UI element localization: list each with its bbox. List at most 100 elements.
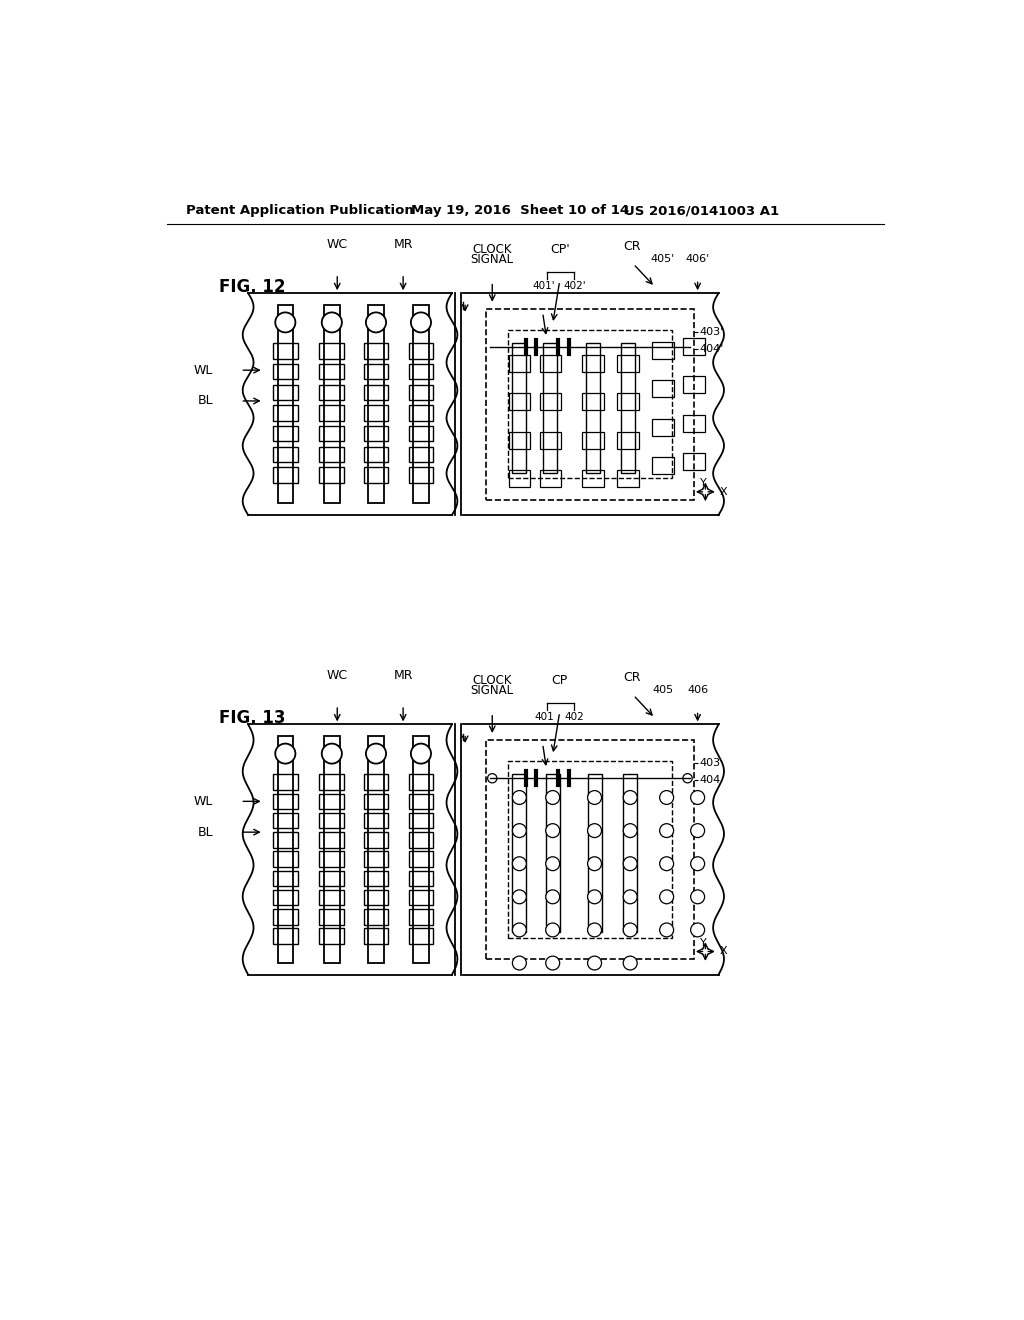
Bar xyxy=(364,343,388,359)
Text: X: X xyxy=(719,946,727,957)
Text: 406: 406 xyxy=(687,685,709,696)
Circle shape xyxy=(546,890,560,904)
Bar xyxy=(319,909,344,924)
Bar xyxy=(409,871,433,886)
Bar xyxy=(364,467,388,483)
Bar xyxy=(369,305,384,503)
Bar xyxy=(319,405,344,421)
Bar xyxy=(273,909,298,924)
Bar xyxy=(324,305,340,503)
Bar xyxy=(278,305,293,503)
Text: 405: 405 xyxy=(652,685,674,696)
Bar xyxy=(273,446,298,462)
Bar xyxy=(617,393,639,411)
Bar xyxy=(621,343,635,473)
Circle shape xyxy=(588,956,601,970)
Bar xyxy=(364,793,388,809)
Circle shape xyxy=(690,857,705,871)
Bar xyxy=(273,775,298,789)
Bar xyxy=(319,426,344,441)
Circle shape xyxy=(366,743,386,763)
Bar xyxy=(509,355,530,372)
Text: SIGNAL: SIGNAL xyxy=(471,684,514,697)
Bar xyxy=(273,793,298,809)
Text: CR: CR xyxy=(623,672,640,684)
Circle shape xyxy=(690,791,705,804)
Bar xyxy=(486,739,693,960)
Bar xyxy=(319,775,344,789)
Bar xyxy=(409,890,433,906)
Bar xyxy=(508,762,672,937)
Bar xyxy=(617,470,639,487)
Bar xyxy=(319,364,344,379)
Bar xyxy=(409,343,433,359)
Bar xyxy=(409,405,433,421)
Text: 403': 403' xyxy=(699,326,723,337)
Bar xyxy=(273,890,298,906)
Circle shape xyxy=(659,857,674,871)
Bar xyxy=(409,775,433,789)
Bar xyxy=(364,813,388,829)
Circle shape xyxy=(659,923,674,937)
Circle shape xyxy=(322,313,342,333)
Text: 406': 406' xyxy=(685,253,710,264)
Bar xyxy=(364,405,388,421)
Text: WC: WC xyxy=(327,238,348,251)
Text: 401': 401' xyxy=(532,281,555,290)
Text: Y: Y xyxy=(700,937,708,948)
Bar xyxy=(586,343,600,473)
Bar xyxy=(544,343,557,473)
Circle shape xyxy=(512,956,526,970)
Text: 402': 402' xyxy=(563,281,586,290)
Circle shape xyxy=(411,313,431,333)
Bar xyxy=(409,813,433,829)
Circle shape xyxy=(624,824,637,838)
Text: X: X xyxy=(719,487,727,496)
Bar xyxy=(652,380,674,397)
Text: 402: 402 xyxy=(564,711,585,722)
Circle shape xyxy=(546,857,560,871)
Bar xyxy=(546,775,560,932)
Bar xyxy=(319,384,344,400)
Text: MR: MR xyxy=(393,238,413,251)
Text: CLOCK: CLOCK xyxy=(472,675,512,688)
Circle shape xyxy=(512,857,526,871)
Circle shape xyxy=(690,923,705,937)
Text: 405': 405' xyxy=(650,253,675,264)
Bar xyxy=(583,432,604,449)
Text: May 19, 2016  Sheet 10 of 14: May 19, 2016 Sheet 10 of 14 xyxy=(411,205,629,218)
Text: MR: MR xyxy=(393,669,413,682)
Bar xyxy=(324,737,340,964)
Bar xyxy=(540,470,561,487)
Bar xyxy=(364,364,388,379)
Bar xyxy=(409,446,433,462)
Bar xyxy=(414,305,429,503)
Text: CR: CR xyxy=(623,240,640,253)
Bar xyxy=(273,832,298,847)
Bar xyxy=(319,851,344,867)
Text: 404: 404 xyxy=(699,775,721,785)
Text: FIG. 13: FIG. 13 xyxy=(219,709,286,727)
Circle shape xyxy=(624,857,637,871)
Bar xyxy=(652,342,674,359)
Bar xyxy=(540,432,561,449)
Bar xyxy=(278,737,293,964)
Bar xyxy=(273,343,298,359)
Bar xyxy=(319,467,344,483)
Circle shape xyxy=(546,824,560,838)
Circle shape xyxy=(512,824,526,838)
Circle shape xyxy=(411,743,431,763)
Circle shape xyxy=(624,956,637,970)
Bar xyxy=(364,871,388,886)
Bar xyxy=(683,338,705,355)
Circle shape xyxy=(624,923,637,937)
Text: BL: BL xyxy=(198,395,213,408)
Bar xyxy=(319,446,344,462)
Bar xyxy=(509,470,530,487)
Bar xyxy=(512,775,526,932)
Bar xyxy=(409,364,433,379)
Bar xyxy=(409,851,433,867)
Circle shape xyxy=(588,791,601,804)
Circle shape xyxy=(366,313,386,333)
Bar xyxy=(512,343,526,473)
